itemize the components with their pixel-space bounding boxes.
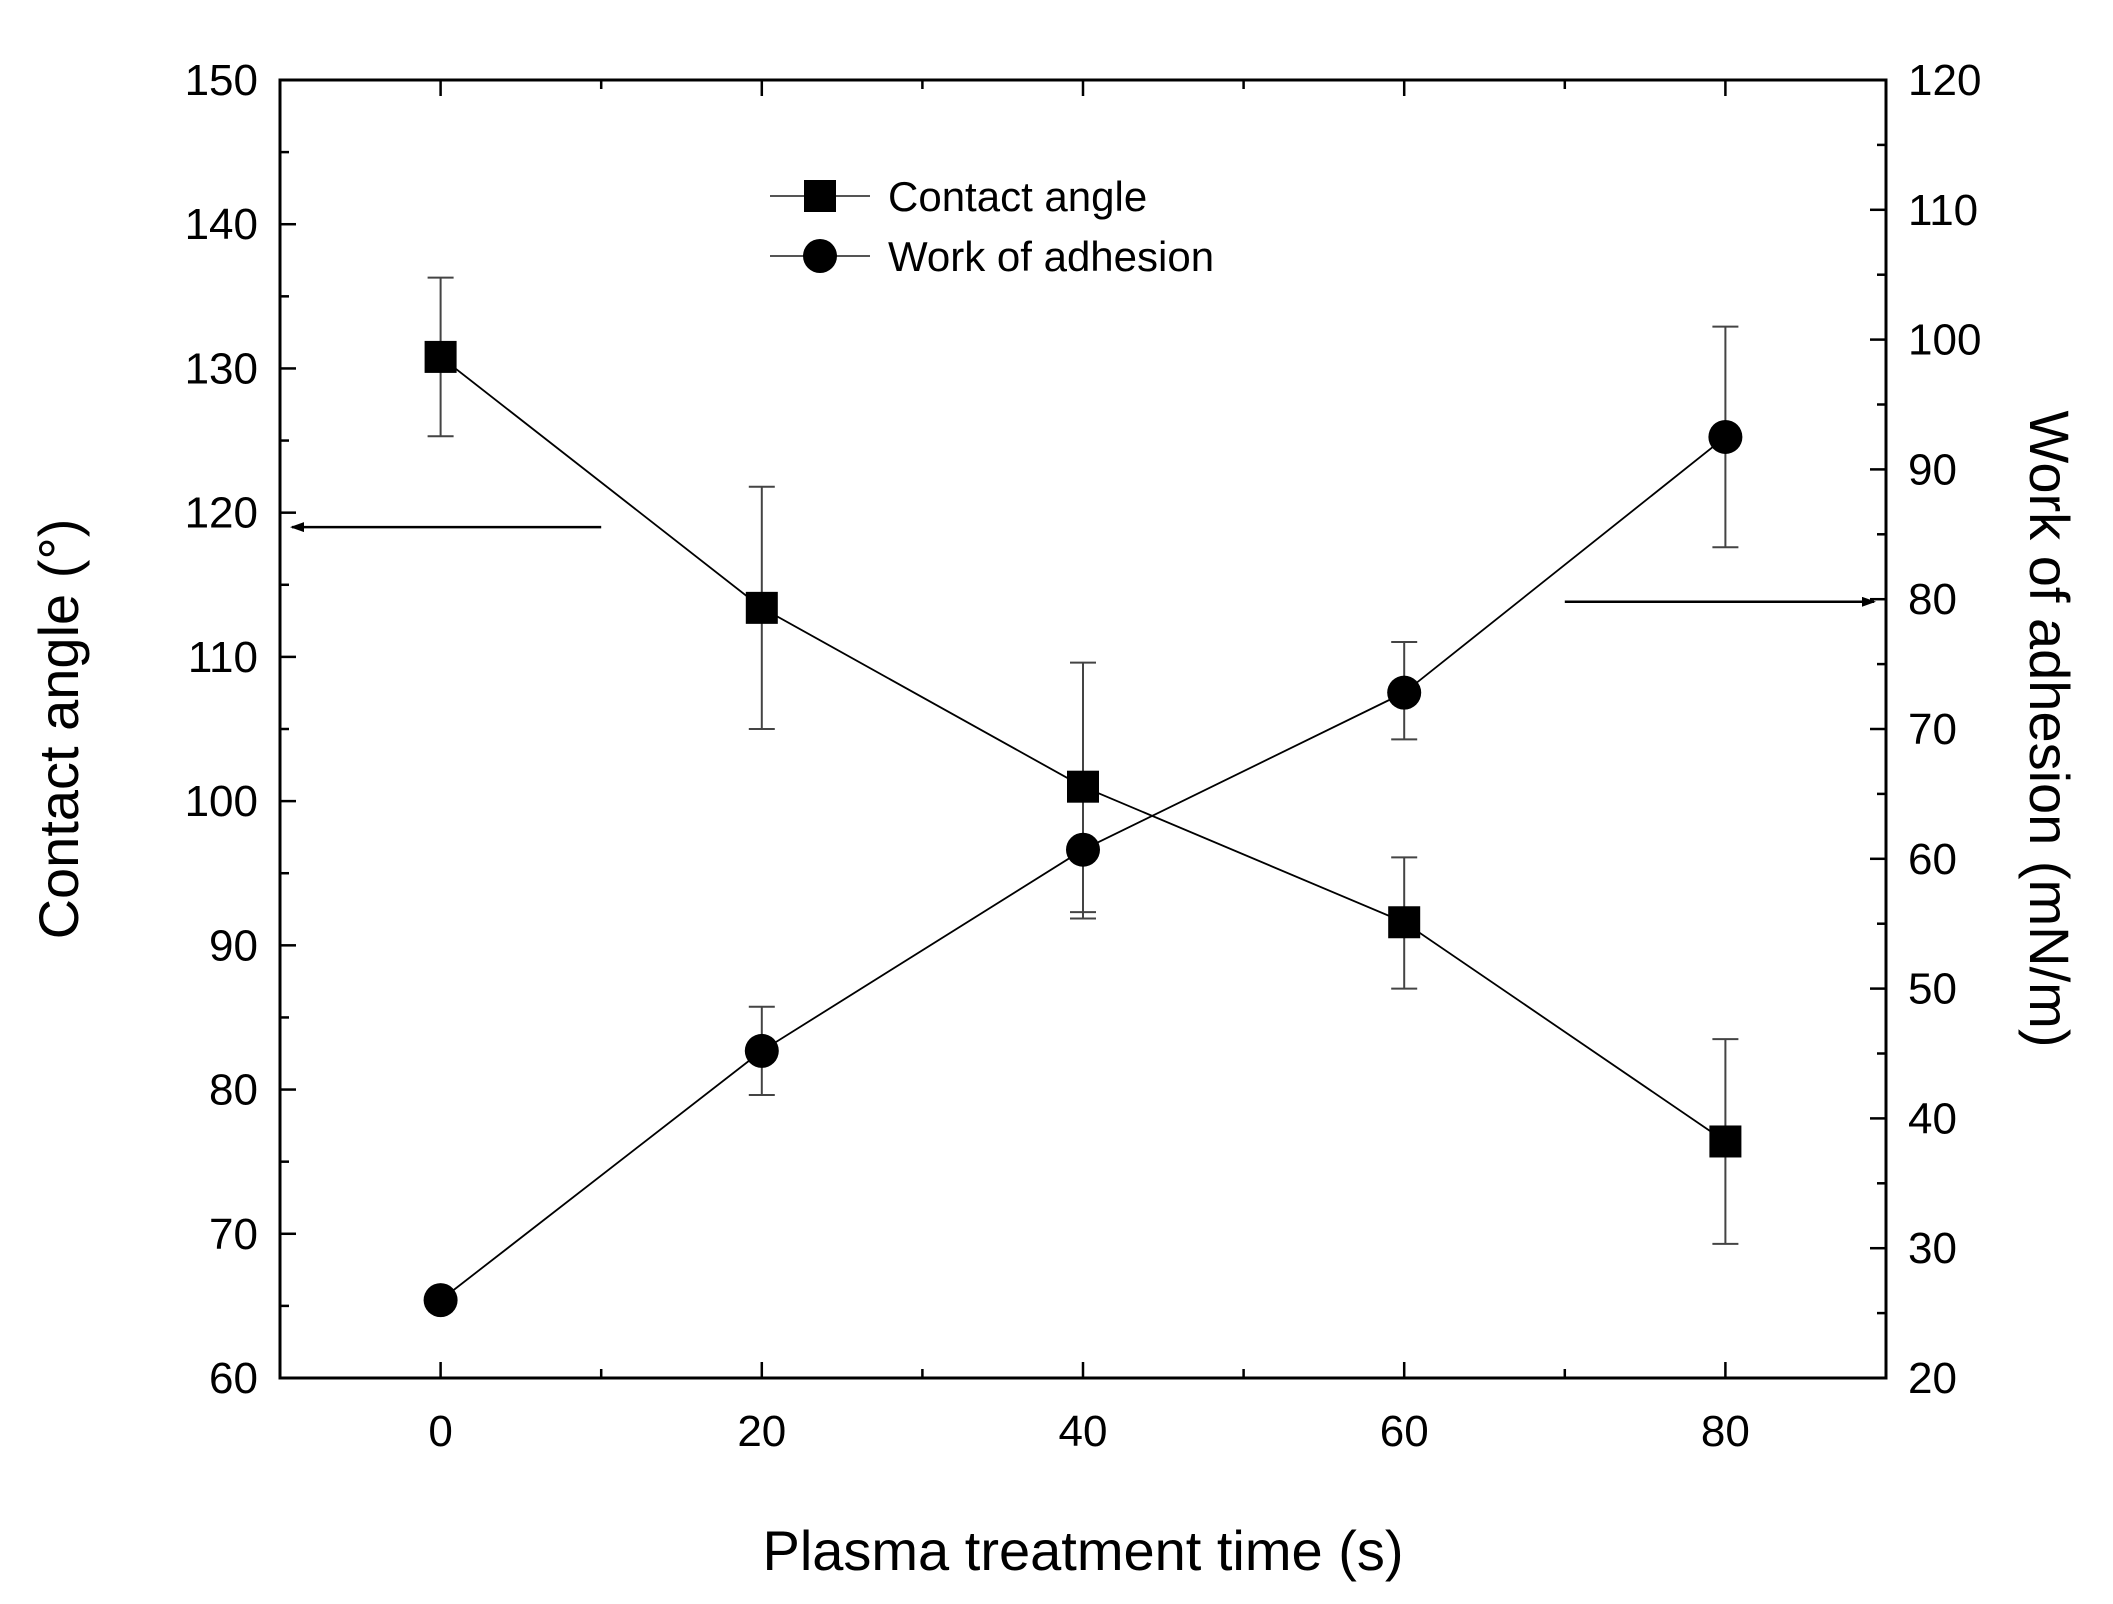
data-point: [1708, 419, 1743, 454]
y-axis-title: Contact angle (°): [27, 519, 90, 940]
series-work-of-adhesion: [423, 325, 1743, 1318]
legend-label: Contact angle: [888, 173, 1147, 220]
y-tick-label: 60: [209, 1354, 258, 1403]
y2-axis-title: Work of adhesion (mN/m): [2018, 411, 2081, 1048]
y-tick-label: 110: [188, 633, 258, 682]
y2-tick-label: 90: [1908, 445, 1957, 494]
y-tick-label: 70: [209, 1210, 258, 1259]
y2-tick-label: 70: [1908, 705, 1957, 754]
y2-tick-label: 60: [1908, 835, 1957, 884]
x-tick-label: 0: [428, 1407, 452, 1456]
data-point: [744, 1033, 779, 1068]
y-tick-label: 100: [185, 777, 258, 826]
y2-tick-label: 80: [1908, 575, 1957, 624]
data-point: [424, 340, 457, 373]
y2-tick-label: 40: [1908, 1094, 1957, 1143]
legend: Contact angle Work of adhesion: [770, 173, 1214, 280]
y2-tick-label: 100: [1908, 316, 1981, 365]
y-tick-label: 90: [209, 921, 258, 970]
y2-tick-label: 50: [1908, 965, 1957, 1014]
y-tick-label: 130: [185, 344, 258, 393]
legend-label: Work of adhesion: [888, 233, 1214, 280]
legend-item: Contact angle: [770, 173, 1147, 220]
y2-tick-label: 110: [1908, 186, 1978, 235]
data-point: [745, 591, 778, 624]
y-tick-label: 80: [209, 1066, 258, 1115]
data-point: [1709, 1125, 1742, 1158]
x-tick-label: 80: [1701, 1407, 1750, 1456]
axes: 0 20 40 60 80 60 70 80 90 100 110 120 130 140 150 20 30 4…: [185, 56, 1982, 1456]
y-tick-label: 150: [185, 56, 258, 105]
x-tick-label: 20: [737, 1407, 786, 1456]
y2-tick-label: 30: [1908, 1224, 1957, 1273]
data-point: [1387, 675, 1422, 710]
data-point: [1066, 832, 1100, 867]
legend-marker: [804, 180, 836, 212]
data-point: [1388, 906, 1421, 939]
legend-marker: [803, 239, 837, 273]
y-tick-label: 120: [185, 489, 258, 538]
legend-item: Work of adhesion: [770, 233, 1214, 280]
x-axis-title: Plasma treatment time (s): [762, 1519, 1403, 1582]
data-point: [1067, 770, 1099, 803]
x-tick-label: 60: [1380, 1407, 1429, 1456]
y-tick-label: 140: [185, 200, 258, 249]
series-contact-angle: [424, 276, 1742, 1245]
x-tick-label: 40: [1059, 1407, 1108, 1456]
y2-tick-label: 20: [1908, 1354, 1957, 1403]
data-point: [423, 1283, 458, 1318]
y2-tick-label: 120: [1908, 56, 1981, 105]
plot-area: [290, 276, 1876, 1318]
